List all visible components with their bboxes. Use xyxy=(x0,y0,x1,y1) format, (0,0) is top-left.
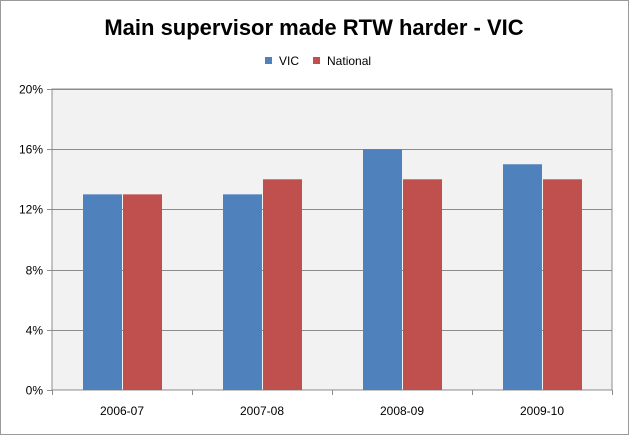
chart-title: Main supervisor made RTW harder - VIC xyxy=(104,15,523,40)
bar-national-2006-07 xyxy=(123,194,162,390)
legend-label-national: National xyxy=(327,54,371,68)
bar-vic-2009-10 xyxy=(503,164,542,390)
y-tick-label: 8% xyxy=(26,264,44,278)
bar-national-2008-09 xyxy=(403,179,442,390)
bar-vic-2007-08 xyxy=(223,194,262,390)
x-tick-label: 2009-10 xyxy=(520,404,564,418)
y-tick-label: 20% xyxy=(19,83,43,97)
y-tick-label: 12% xyxy=(19,203,43,217)
y-tick-label: 4% xyxy=(26,324,44,338)
bars xyxy=(83,149,582,390)
legend: VIC National xyxy=(265,54,371,68)
x-tick-label: 2007-08 xyxy=(240,404,284,418)
y-axis-ticks: 0% 4% 8% 12% 16% 20% xyxy=(19,83,52,398)
x-axis-ticks: 2006-07 2007-08 2008-09 2009-10 xyxy=(52,390,613,418)
bar-national-2007-08 xyxy=(263,179,302,390)
bar-vic-2006-07 xyxy=(83,194,122,390)
y-tick-label: 16% xyxy=(19,143,43,157)
legend-label-vic: VIC xyxy=(279,54,299,68)
bar-vic-2008-09 xyxy=(363,149,402,390)
x-tick-label: 2006-07 xyxy=(100,404,144,418)
legend-swatch-vic xyxy=(265,57,272,64)
legend-swatch-national xyxy=(313,57,321,64)
x-tick-label: 2008-09 xyxy=(380,404,424,418)
bar-national-2009-10 xyxy=(543,179,582,390)
y-tick-label: 0% xyxy=(26,384,44,398)
